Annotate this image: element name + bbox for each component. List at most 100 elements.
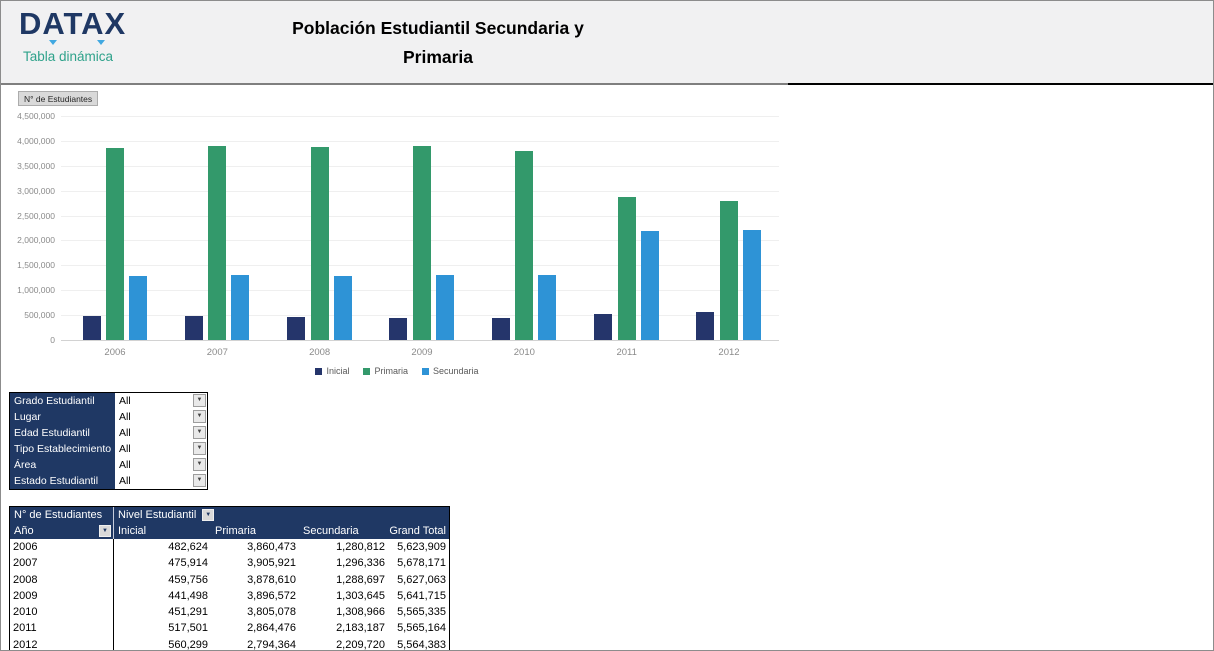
page-title: Población Estudiantil Secundaria y Prima… xyxy=(178,14,698,71)
bar-chart: 0 500,000 1,000,000 1,500,000 2,000,000 2,500… xyxy=(1,85,793,385)
filter-label: Grado Estudiantil xyxy=(10,393,115,409)
legend-label: Secundaria xyxy=(432,366,479,376)
filter-value: All xyxy=(119,411,131,423)
page-title-line2: Primaria xyxy=(402,46,474,67)
bar-inicial-2007 xyxy=(184,316,203,340)
chart-field-button[interactable]: N° de Estudiantes xyxy=(18,91,99,106)
x-axis-tick: 2010 xyxy=(513,347,535,358)
pivot-cell: 2,864,476 xyxy=(247,622,296,635)
y-axis-tick: 1,000,000 xyxy=(17,285,55,296)
pivot-cell: 560,299 xyxy=(168,638,208,651)
y-axis-tick: 3,500,000 xyxy=(17,160,55,171)
filter-dropdown[interactable]: All ▼ xyxy=(115,425,207,441)
pivot-cell-year: 2010 xyxy=(10,604,114,621)
bar-inicial-2011 xyxy=(594,314,613,340)
column-header-inicial: Inicial xyxy=(118,525,147,537)
pivot-cell-year: 2007 xyxy=(10,555,114,572)
filter-label: Estado Estudiantil xyxy=(10,473,115,489)
bar-primaria-2007 xyxy=(208,145,227,340)
dropdown-arrow-icon[interactable]: ▼ xyxy=(202,509,215,521)
pivot-cell: 517,501 xyxy=(168,622,208,635)
filter-dropdown[interactable]: All ▼ xyxy=(115,457,207,473)
filter-dropdown[interactable]: All ▼ xyxy=(115,409,207,425)
pivot-cell: 5,627,063 xyxy=(397,573,446,586)
filter-value: All xyxy=(119,475,131,487)
dropdown-arrow-icon[interactable]: ▼ xyxy=(99,525,111,537)
pivot-cell: 5,623,909 xyxy=(397,541,446,553)
pivot-row-2007: 2007 475,914 3,905,921 1,296,336 5,678,171 xyxy=(10,555,449,572)
pivot-cell-year: 2006 xyxy=(10,539,114,556)
bar-inicial-2012 xyxy=(696,312,715,340)
pivot-cell: 1,303,645 xyxy=(336,589,385,602)
legend-item-secundaria: Secundaria xyxy=(421,366,479,376)
pivot-cell: 5,565,335 xyxy=(397,606,446,619)
filter-dropdown[interactable]: All ▼ xyxy=(115,441,207,457)
y-axis-tick: 3,000,000 xyxy=(17,185,55,196)
pivot-cell: 451,291 xyxy=(168,606,208,619)
pivot-cell: 3,896,572 xyxy=(247,589,296,602)
legend-swatch-icon xyxy=(315,367,323,375)
filter-value: All xyxy=(119,427,131,439)
bar-inicial-2006 xyxy=(82,315,101,340)
legend-item-inicial: Inicial xyxy=(315,366,349,376)
pivot-cell: 2,794,364 xyxy=(247,638,296,651)
pivot-header-row1: N° de Estudiantes Nivel Estudiantil ▼ xyxy=(10,507,449,523)
dropdown-arrow-icon[interactable]: ▼ xyxy=(193,394,206,407)
bar-secundaria-2008 xyxy=(333,275,352,340)
pivot-cell-year: 2009 xyxy=(10,587,114,605)
pivot-cell: 5,641,715 xyxy=(397,589,446,602)
gridline xyxy=(61,116,779,117)
filter-value: All xyxy=(119,459,131,471)
pivot-header-row2: Año ▼ Inicial Primaria Secundaria Grand … xyxy=(10,523,449,539)
dropdown-arrow-icon[interactable]: ▼ xyxy=(193,410,206,423)
pivot-row-2010: 2010 451,291 3,805,078 1,308,966 5,565,335 xyxy=(10,604,449,621)
bar-secundaria-2006 xyxy=(129,276,147,340)
pivot-row-2011: 2011 517,501 2,864,476 2,183,187 5,565,164 xyxy=(10,620,449,637)
bar-primaria-2008 xyxy=(310,146,329,340)
pivot-cell: 459,756 xyxy=(168,573,208,586)
logo-text: DATAX xyxy=(19,6,127,41)
pivot-row-2012: 2012 560,299 2,794,364 2,209,720 5,564,383 xyxy=(10,636,449,651)
pivot-body: 2006 482,624 3,860,473 1,280,812 5,623,909 20… xyxy=(10,539,449,651)
column-header-secundaria: Secundaria xyxy=(303,525,359,537)
bar-secundaria-2011 xyxy=(640,231,659,340)
filter-dropdown[interactable]: All ▼ xyxy=(115,393,207,409)
chart-area: 0 500,000 1,000,000 1,500,000 2,000,000 2,500… xyxy=(1,85,793,385)
filter-panel: Grado Estudiantil All ▼ Lugar All ▼ Edad… xyxy=(9,392,208,490)
pivot-cell: 5,564,383 xyxy=(397,638,446,651)
pivot-cell-year: 2008 xyxy=(10,571,114,588)
bar-inicial-2009 xyxy=(389,318,408,340)
header-band: DATAX Tabla dinámica Población Estudiant… xyxy=(1,1,1213,85)
legend-label: Inicial xyxy=(326,366,350,376)
pivot-cell-year: 2011 xyxy=(10,620,114,637)
x-axis-tick: 2007 xyxy=(206,347,228,358)
row-field-label: Año xyxy=(14,525,34,537)
x-axis-tick: 2012 xyxy=(718,347,740,358)
pivot-cell: 1,288,697 xyxy=(336,573,385,586)
dropdown-arrow-icon[interactable]: ▼ xyxy=(193,474,206,487)
pivot-cell: 3,860,473 xyxy=(247,541,296,553)
pivot-cell: 1,280,812 xyxy=(336,541,385,553)
pivot-column-field: Nivel Estudiantil ▼ xyxy=(114,507,449,523)
y-axis-tick: 500,000 xyxy=(24,310,55,321)
bar-primaria-2006 xyxy=(106,147,124,340)
filter-label: Tipo Establecimiento xyxy=(10,441,115,457)
filter-dropdown[interactable]: All ▼ xyxy=(115,473,207,489)
y-axis-tick: 2,000,000 xyxy=(17,235,55,246)
dropdown-arrow-icon[interactable]: ▼ xyxy=(193,426,206,439)
x-axis-tick: 2006 xyxy=(104,347,126,358)
dropdown-arrow-icon[interactable]: ▼ xyxy=(193,458,206,471)
legend-item-primaria: Primaria xyxy=(363,366,408,376)
y-axis-tick: 4,500,000 xyxy=(17,111,55,121)
pivot-row-2006: 2006 482,624 3,860,473 1,280,812 5,623,909 xyxy=(10,539,449,556)
column-field-label: Nivel Estudiantil xyxy=(118,509,197,521)
dropdown-arrow-icon[interactable]: ▼ xyxy=(193,442,206,455)
pivot-cell-year: 2012 xyxy=(10,636,114,650)
legend-swatch-icon xyxy=(363,367,371,375)
page-title-line1: Población Estudiantil Secundaria y xyxy=(292,18,584,38)
pivot-cell: 2,183,187 xyxy=(336,622,385,635)
logo-subtitle: Tabla dinámica xyxy=(23,49,114,64)
pivot-row-2008: 2008 459,756 3,878,610 1,288,697 5,627,063 xyxy=(10,571,449,588)
column-header-grand-total: Grand Total xyxy=(389,525,446,537)
filter-value: All xyxy=(119,443,131,455)
